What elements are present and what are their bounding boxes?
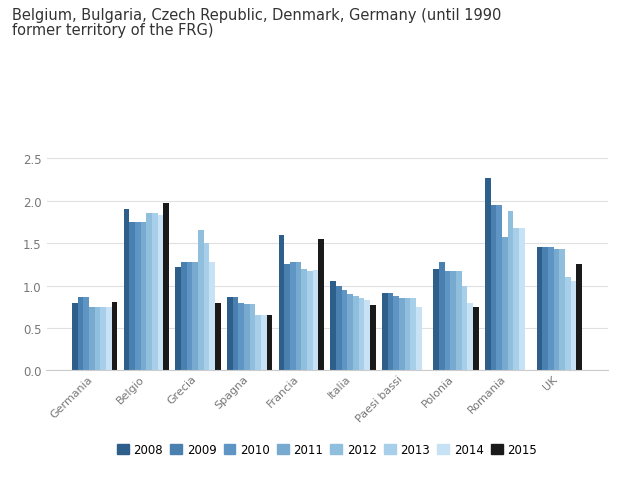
Bar <box>497 205 502 371</box>
Bar <box>72 303 78 371</box>
Bar <box>175 268 181 371</box>
Bar <box>198 231 203 371</box>
Text: Belgium, Bulgaria, Czech Republic, Denmark, Germany (until 1990: Belgium, Bulgaria, Czech Republic, Denma… <box>12 8 502 23</box>
Bar <box>290 262 296 371</box>
Bar <box>554 249 559 371</box>
Bar <box>83 297 89 371</box>
Bar <box>416 307 422 371</box>
Bar <box>571 282 577 371</box>
Bar <box>336 286 342 371</box>
Bar <box>318 239 324 371</box>
Bar <box>456 272 462 371</box>
Bar <box>358 299 364 371</box>
Bar <box>491 205 497 371</box>
Bar <box>135 222 141 371</box>
Text: former territory of the FRG): former territory of the FRG) <box>12 23 214 38</box>
Bar <box>473 307 479 371</box>
Bar <box>364 301 370 371</box>
Bar <box>467 304 473 371</box>
Bar <box>106 307 112 371</box>
Legend: 2008, 2009, 2010, 2011, 2012, 2013, 2014, 2015: 2008, 2009, 2010, 2011, 2012, 2013, 2014… <box>112 438 542 461</box>
Bar <box>163 204 169 371</box>
Bar <box>410 299 416 371</box>
Bar <box>445 272 451 371</box>
Bar <box>370 306 376 371</box>
Bar <box>210 262 215 371</box>
Bar <box>462 287 467 371</box>
Bar <box>353 296 358 371</box>
Bar <box>485 178 491 371</box>
Bar <box>537 248 542 371</box>
Bar <box>382 294 388 371</box>
Bar <box>238 303 244 371</box>
Bar <box>250 305 255 371</box>
Bar <box>393 296 399 371</box>
Bar <box>95 307 100 371</box>
Bar <box>123 209 130 371</box>
Bar <box>502 237 508 371</box>
Bar <box>542 248 548 371</box>
Bar <box>284 265 290 371</box>
Bar <box>78 297 83 371</box>
Bar <box>404 299 410 371</box>
Bar <box>203 243 210 371</box>
Bar <box>451 272 456 371</box>
Bar <box>267 316 272 371</box>
Bar <box>141 222 146 371</box>
Bar <box>152 214 157 371</box>
Bar <box>255 316 261 371</box>
Bar <box>399 299 404 371</box>
Bar <box>565 278 571 371</box>
Bar <box>130 222 135 371</box>
Bar <box>559 249 565 371</box>
Bar <box>192 262 198 371</box>
Bar <box>261 316 267 371</box>
Bar <box>146 214 152 371</box>
Bar <box>187 262 192 371</box>
Bar <box>112 302 117 371</box>
Bar <box>157 215 163 371</box>
Bar <box>330 282 336 371</box>
Bar <box>433 269 439 371</box>
Bar <box>301 269 307 371</box>
Bar <box>519 228 525 371</box>
Bar <box>342 290 347 371</box>
Bar <box>232 297 238 371</box>
Bar <box>89 307 95 371</box>
Bar <box>508 211 513 371</box>
Bar <box>278 235 284 371</box>
Bar <box>388 294 393 371</box>
Bar <box>312 271 318 371</box>
Bar <box>439 262 445 371</box>
Bar <box>244 305 250 371</box>
Bar <box>548 248 554 371</box>
Bar <box>100 307 106 371</box>
Bar <box>513 228 519 371</box>
Bar <box>215 303 221 371</box>
Bar <box>307 272 312 371</box>
Bar <box>577 265 582 371</box>
Bar <box>227 297 232 371</box>
Bar <box>296 262 301 371</box>
Bar <box>181 262 187 371</box>
Bar <box>347 295 353 371</box>
